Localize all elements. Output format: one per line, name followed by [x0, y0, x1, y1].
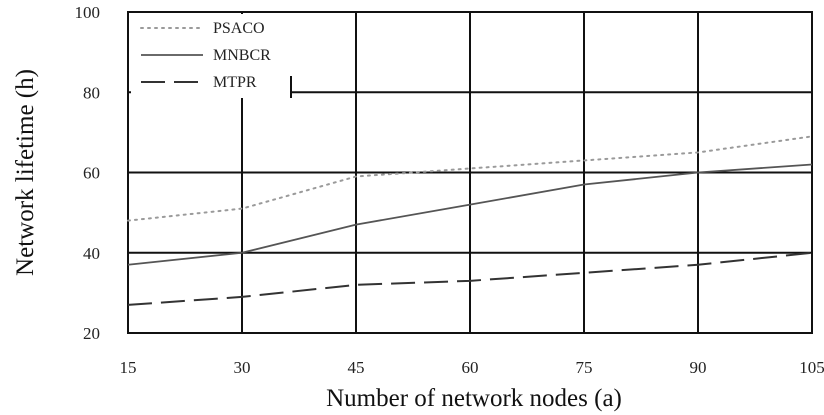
x-tick-label: 45: [348, 358, 365, 377]
plot-border: [127, 11, 813, 334]
y-tick-label: 40: [83, 244, 100, 263]
x-axis-label: Number of network nodes (a): [326, 385, 622, 412]
y-tick-labels: 20 40 60 80 100: [75, 3, 101, 343]
series-line-mtpr: [127, 251, 813, 306]
y-axis-label: Network lifetime (h): [12, 69, 39, 276]
legend-label-psaco: PSACO: [213, 20, 265, 37]
series-line-mnbcr: [127, 163, 813, 266]
legend: PSACO MNBCR MTPR: [131, 14, 292, 98]
y-tick-label: 100: [75, 3, 101, 22]
x-tick-label: 15: [120, 358, 137, 377]
y-tick-label: 80: [83, 83, 100, 102]
x-tick-label: 75: [576, 358, 593, 377]
x-tick-labels: 15 30 45 60 75 90 105: [120, 358, 824, 377]
x-tick-label: 60: [462, 358, 479, 377]
x-tick-label: 90: [690, 358, 707, 377]
series-group: [127, 135, 813, 306]
y-tick-label: 60: [83, 164, 100, 183]
x-tick-label: 105: [799, 358, 824, 377]
series-line-psaco: [127, 135, 813, 222]
y-tick-label: 20: [83, 324, 100, 343]
legend-label-mnbcr: MNBCR: [213, 47, 271, 64]
legend-label-mtpr: MTPR: [213, 74, 257, 91]
x-tick-label: 30: [234, 358, 251, 377]
